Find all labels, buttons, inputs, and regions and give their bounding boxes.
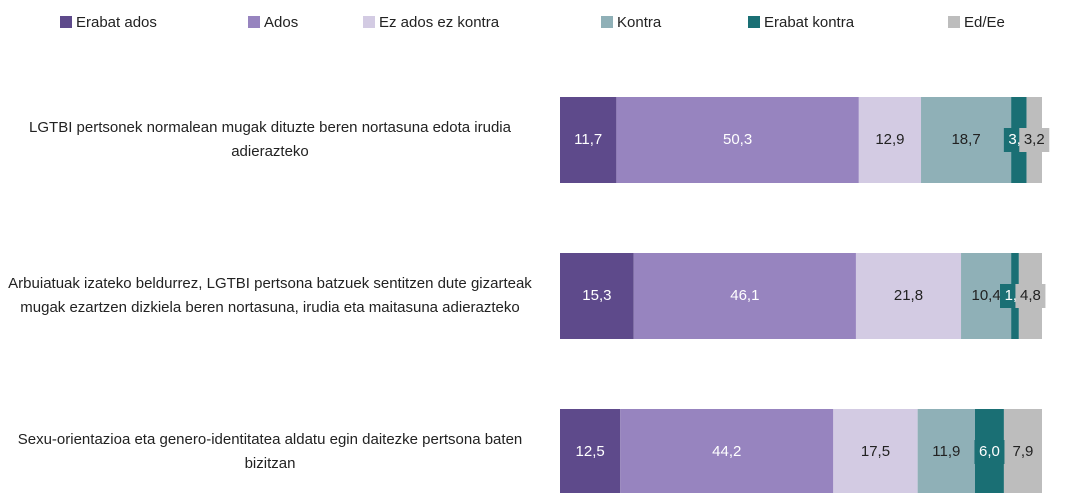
value-label-bg (1015, 284, 1046, 308)
bar-segment (858, 97, 922, 183)
category-label: LGTBI pertsonek normalean mugak dituzte … (29, 119, 511, 160)
value-label-bg (974, 440, 1005, 464)
value-label: 11,7 (574, 131, 602, 148)
value-label: 50,3 (723, 131, 752, 148)
legend-swatch (248, 16, 260, 28)
legend-label: Erabat kontra (764, 14, 855, 31)
legend-label: Ed/Ee (964, 14, 1005, 31)
bar-segment (633, 253, 856, 339)
bar-segment (921, 97, 1012, 183)
bar-segment (616, 97, 859, 183)
legend-label: Ez ados ez kontra (379, 14, 500, 31)
value-label: 6,0 (979, 443, 1000, 460)
legend-label: Ados (264, 14, 298, 31)
value-label: 4,8 (1020, 287, 1041, 304)
value-label: 11,9 (932, 443, 960, 460)
bar-segment (833, 409, 918, 493)
legend-label: Erabat ados (76, 14, 157, 31)
bar-segment (620, 409, 834, 493)
bar-segment (855, 253, 962, 339)
value-label-bg (1019, 128, 1050, 152)
legend-label: Kontra (617, 14, 662, 31)
value-label: 17,5 (861, 443, 890, 460)
legend-swatch (601, 16, 613, 28)
legend-swatch (748, 16, 760, 28)
bar-segment (560, 253, 634, 339)
value-label: 12,9 (875, 131, 904, 148)
legend-swatch (363, 16, 375, 28)
bar-segment (1003, 409, 1042, 493)
bar-segment (560, 97, 617, 183)
legend-swatch (948, 16, 960, 28)
category-label: Arbuiatuak izateko beldurrez, LGTBI pert… (8, 275, 532, 316)
value-label: 7,9 (1013, 443, 1034, 460)
value-label: 15,3 (582, 287, 611, 304)
value-label: 10,4 (971, 287, 1000, 304)
category-label: Sexu-orientazioa eta genero-identitatea … (17, 431, 523, 472)
value-label: 3,2 (1024, 131, 1045, 148)
value-label: 18,7 (951, 131, 980, 148)
value-label: 46,1 (730, 287, 759, 304)
bar-segment (917, 409, 976, 493)
value-label: 44,2 (712, 443, 741, 460)
bar-segment (560, 409, 621, 493)
value-label: 21,8 (894, 287, 923, 304)
legend-swatch (60, 16, 72, 28)
value-label: 12,5 (576, 443, 605, 460)
